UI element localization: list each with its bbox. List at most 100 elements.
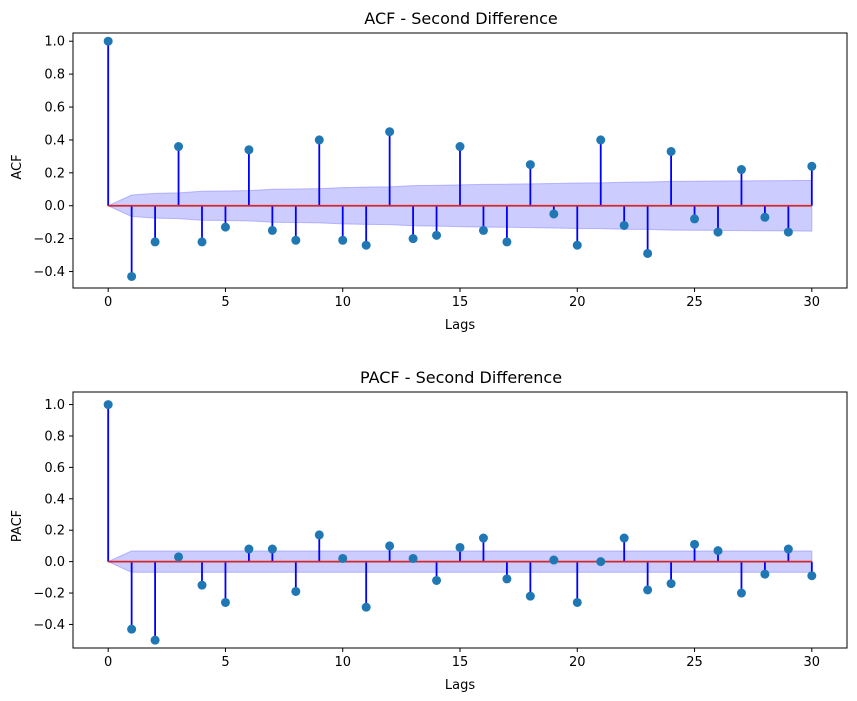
acf-point-lag-8 [291,235,301,245]
pacf-point-lag-30 [807,571,817,581]
acf-xtick-label: 25 [686,295,703,310]
acf-point-lag-24 [666,146,676,156]
acf-point-lag-15 [455,142,465,152]
pacf-point-lag-20 [572,597,582,607]
pacf-point-lag-6 [244,544,254,554]
pacf-title: PACF - Second Difference [360,368,562,387]
pacf-point-lag-7 [267,544,277,554]
acf-point-lag-6 [244,145,254,155]
pacf-ytick-label: 0.4 [44,492,65,507]
acf-point-lag-0 [103,36,113,46]
acf-point-lag-21 [596,135,606,145]
pacf-point-lag-17 [502,574,512,584]
pacf-point-lag-2 [150,635,160,645]
pacf-point-lag-24 [666,579,676,589]
acf-point-lag-12 [385,127,395,137]
pacf-point-lag-10 [338,553,348,563]
pacf-point-lag-18 [525,591,535,601]
pacf-point-lag-22 [619,533,629,543]
acf-xtick-label: 15 [452,295,469,310]
pacf-point-lag-1 [127,624,137,634]
pacf-point-lag-4 [197,580,207,590]
pacf-panel: PACF - Second Difference PACF Lags 0 5 10 1… [10,368,848,693]
acf-xtick-label: 0 [104,295,112,310]
pacf-point-lag-9 [314,530,324,540]
pacf-axes-frame [72,391,848,649]
pacf-markers [103,400,817,645]
acf-title: ACF - Second Difference [364,9,557,28]
pacf-point-lag-16 [478,533,488,543]
acf-point-lag-19 [549,209,559,219]
pacf-ytick-label: −0.2 [33,587,65,602]
acf-point-lag-10 [338,235,348,245]
pacf-ytick-label: −0.4 [33,618,65,633]
pacf-ylabel: PACF [10,510,25,542]
pacf-xtick-label: 5 [221,655,229,670]
acf-point-lag-28 [760,212,770,222]
pacf-xtick-label: 30 [804,655,821,670]
pacf-point-lag-12 [385,541,395,551]
pacf-xlabel: Lags [445,678,475,693]
acf-point-lag-16 [478,225,488,235]
acf-ylabel: ACF [10,154,25,179]
acf-xtick-label: 10 [334,295,351,310]
acf-point-lag-18 [525,160,535,170]
pacf-point-lag-25 [690,539,700,549]
acf-ytick-label: 0.6 [44,101,65,116]
pacf-y-ticks: −0.4 −0.2 0.0 0.2 0.4 0.6 0.8 1.0 [33,398,73,633]
acf-y-ticks: −0.4 −0.2 0.0 0.2 0.4 0.6 0.8 1.0 [33,35,73,280]
acf-x-ticks: 0 5 10 15 20 25 30 [104,288,820,310]
pacf-point-lag-23 [643,585,653,595]
pacf-xtick-label: 10 [334,655,351,670]
pacf-point-lag-11 [361,602,371,612]
acf-xtick-label: 20 [569,295,586,310]
acf-ytick-label: 1.0 [44,35,65,50]
acf-ytick-label: −0.2 [33,232,65,247]
acf-point-lag-3 [174,142,184,152]
acf-point-lag-9 [314,135,324,145]
pacf-xtick-label: 25 [686,655,703,670]
pacf-ytick-label: 0.2 [44,524,65,539]
acf-ytick-label: 0.2 [44,166,65,181]
acf-point-lag-22 [619,220,629,230]
acf-xtick-label: 5 [221,295,229,310]
acf-point-lag-23 [643,248,653,258]
acf-point-lag-4 [197,237,207,247]
pacf-xtick-label: 20 [569,655,586,670]
acf-xlabel: Lags [445,318,475,333]
pacf-point-lag-15 [455,542,465,552]
pacf-point-lag-29 [783,544,793,554]
pacf-point-lag-19 [549,555,559,565]
acf-panel: ACF - Second Difference ACF Lags 0 5 10 15 2… [10,9,848,333]
acf-point-lag-7 [267,225,277,235]
pacf-point-lag-13 [408,553,418,563]
acf-point-lag-20 [572,240,582,250]
acf-stems [107,41,813,277]
acf-point-lag-13 [408,234,418,244]
acf-point-lag-29 [783,227,793,237]
pacf-stems [107,404,813,641]
acf-point-lag-2 [150,237,160,247]
pacf-point-lag-8 [291,586,301,596]
acf-xtick-label: 30 [804,295,821,310]
acf-point-lag-5 [220,222,230,232]
acf-ytick-label: 0.0 [44,199,65,214]
pacf-ytick-label: 0.6 [44,461,65,476]
pacf-point-lag-27 [736,588,746,598]
pacf-xtick-label: 0 [104,655,112,670]
pacf-ytick-label: 0.8 [44,429,65,444]
pacf-point-lag-14 [432,575,442,585]
acf-point-lag-17 [502,237,512,247]
pacf-point-lag-0 [103,400,113,410]
acf-point-lag-27 [736,165,746,175]
acf-point-lag-30 [807,161,817,171]
pacf-point-lag-3 [174,552,184,562]
acf-point-lag-11 [361,240,371,250]
acf-ytick-label: −0.4 [33,265,65,280]
pacf-ytick-label: 0.0 [44,555,65,570]
acf-point-lag-14 [432,230,442,240]
pacf-point-lag-28 [760,569,770,579]
pacf-ytick-label: 1.0 [44,398,65,413]
acf-point-lag-26 [713,227,723,237]
